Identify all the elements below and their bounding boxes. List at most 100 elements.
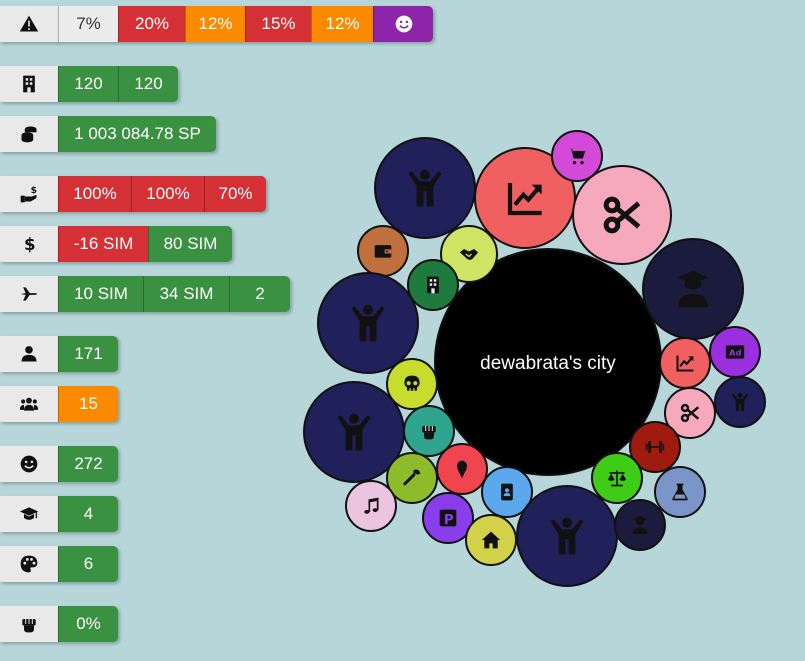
dollar-icon: $ (0, 226, 58, 262)
bubble-trade[interactable] (474, 147, 576, 249)
graduate-icon (678, 270, 708, 308)
home-icon (481, 531, 501, 549)
smiley-icon (373, 6, 433, 42)
person-cheer-icon (337, 413, 371, 451)
stat-value: 20% (118, 6, 185, 42)
bubble-education[interactable] (642, 238, 744, 340)
stat-value: 15 (58, 386, 118, 422)
city-name: dewabrata's city (480, 353, 616, 374)
stat-value: 7% (58, 6, 118, 42)
scissors-icon (603, 196, 641, 234)
bubble-school-small[interactable] (614, 499, 666, 551)
cart-icon (568, 148, 586, 165)
stat-value: 1 003 084.78 SP (58, 116, 216, 152)
bubble-science[interactable] (654, 466, 706, 518)
stat-row-coins: 1 003 084.78 SP (0, 116, 216, 152)
group-icon (0, 386, 58, 422)
svg-text:P: P (444, 513, 454, 528)
scales-icon (607, 470, 627, 487)
bubble-parking[interactable]: P (422, 492, 474, 544)
stat-row-person: 171 (0, 336, 118, 372)
bubble-people-southwest[interactable] (303, 381, 405, 483)
bubble-handshake[interactable] (440, 225, 498, 283)
id-card-icon (501, 483, 513, 501)
bubble-gym[interactable] (629, 421, 681, 473)
building-icon (427, 276, 439, 294)
bubble-housing[interactable] (465, 514, 517, 566)
stat-value: 6 (58, 546, 118, 582)
bubble-shop[interactable] (551, 130, 603, 182)
stat-value: 12% (185, 6, 245, 42)
stat-row-plane: 10 SIM 34 SIM 2 (0, 276, 290, 312)
wrench-icon (403, 469, 421, 486)
ad-icon: Ad (725, 345, 745, 359)
stat-value: 100% (58, 176, 131, 212)
person-icon (0, 336, 58, 372)
chart-up-icon (676, 355, 694, 372)
bubble-ads[interactable]: Ad (709, 326, 761, 378)
fist-icon (422, 426, 436, 440)
stat-row-smiley: 272 (0, 446, 118, 482)
person-cheer-icon (351, 304, 385, 342)
bubble-crafts[interactable] (572, 165, 672, 265)
stat-value: 0% (58, 606, 118, 642)
wallet-icon (374, 245, 392, 258)
bubble-tools[interactable] (386, 452, 438, 504)
bubble-people[interactable] (374, 137, 476, 239)
skull-icon (404, 375, 420, 391)
stat-value: 171 (58, 336, 118, 372)
bubble-trade-small[interactable] (659, 337, 711, 389)
icecream-icon (457, 460, 467, 479)
stat-value: 2 (229, 276, 290, 312)
bubble-buildings[interactable] (407, 259, 459, 311)
svg-text:$: $ (24, 235, 36, 254)
flask-icon (672, 483, 688, 501)
palette-icon (0, 546, 58, 582)
handshake-icon (459, 249, 479, 260)
person-cheer-icon (731, 392, 749, 412)
stat-value: 272 (58, 446, 118, 482)
bubble-people-west[interactable] (317, 272, 419, 374)
stat-row-fist: 0% (0, 606, 118, 642)
fist-icon (0, 606, 58, 642)
stat-value: 34 SIM (143, 276, 229, 312)
hand-money-icon: $ (0, 176, 58, 212)
graduation-cap-icon (0, 496, 58, 532)
svg-text:$: $ (31, 185, 37, 196)
scissors-icon (680, 403, 700, 423)
stat-value: 10 SIM (58, 276, 143, 312)
stat-value: -16 SIM (58, 226, 148, 262)
bubble-people-east[interactable] (714, 376, 766, 428)
coins-icon (0, 116, 58, 152)
stat-row-hand-money: $100% 100% 70% (0, 176, 266, 212)
smiley-icon (0, 446, 58, 482)
stat-value: 4 (58, 496, 118, 532)
bubble-danger[interactable] (386, 358, 438, 410)
chart-up-icon (507, 183, 542, 216)
person-cheer-icon (408, 169, 442, 207)
stat-value: 70% (204, 176, 266, 212)
parking-icon: P (439, 509, 457, 528)
stat-row-palette: 6 (0, 546, 118, 582)
graduate-icon (632, 515, 648, 535)
stat-value: 15% (245, 6, 311, 42)
stat-row-group: 15 (0, 386, 118, 422)
stat-row-dollar: $ -16 SIM 80 SIM (0, 226, 232, 262)
bubble-people-south[interactable] (516, 485, 618, 587)
bubble-id-office[interactable] (481, 466, 533, 518)
music-icon (364, 497, 379, 514)
bubble-resistance[interactable] (403, 405, 455, 457)
bubble-wallet[interactable] (357, 225, 409, 277)
bubble-justice[interactable] (591, 452, 643, 504)
stat-value: 12% (311, 6, 373, 42)
dumbbell-icon (645, 441, 665, 453)
bubble-music[interactable] (345, 480, 397, 532)
bubble-crafts-small[interactable] (664, 387, 716, 439)
svg-text:Ad: Ad (729, 347, 741, 357)
warning-icon (0, 6, 58, 42)
stat-row-graduation-cap: 4 (0, 496, 118, 532)
stat-value: 80 SIM (148, 226, 232, 262)
bubble-food[interactable] (436, 443, 488, 495)
stat-value: 120 (58, 66, 118, 102)
